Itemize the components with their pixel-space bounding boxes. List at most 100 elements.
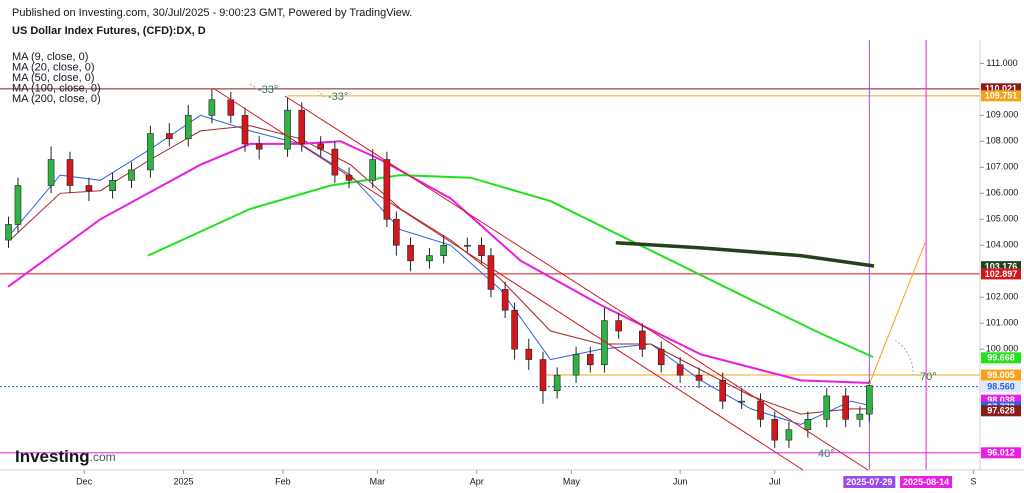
candle-body	[539, 359, 547, 392]
price-tag	[981, 352, 1021, 364]
candle-body	[738, 400, 745, 403]
candle-body	[771, 419, 779, 441]
candle-body	[586, 354, 594, 366]
angle-label: -33°	[258, 84, 278, 96]
candle-body	[147, 133, 154, 171]
candle-body	[426, 255, 433, 262]
price-tag-label: 110.021	[985, 84, 1017, 94]
angle-label: 40°	[818, 448, 835, 460]
candle-body	[572, 354, 580, 376]
candle-body	[407, 244, 414, 262]
candle-body	[866, 385, 873, 415]
candle-body	[184, 115, 192, 140]
y-tick-label: 101.000	[986, 318, 1019, 328]
x-tick-label: Mar	[370, 476, 386, 486]
candle-body	[66, 159, 74, 186]
candle-body	[393, 218, 400, 246]
angle-label: 70°	[920, 371, 937, 383]
y-tick-label: 108.000	[986, 136, 1019, 146]
legend-entry: MA (100, close, 0)	[12, 82, 101, 94]
legend-entry: MA (20, close, 0)	[12, 61, 95, 73]
price-tag	[981, 394, 1021, 406]
legend: MA (9, close, 0)MA (20, close, 0)MA (50,…	[12, 51, 101, 105]
angle-arc	[894, 339, 914, 376]
candle-body	[284, 109, 291, 150]
candle-body	[525, 348, 533, 360]
candle-body	[553, 374, 561, 392]
candle-body	[14, 185, 22, 225]
candle-body	[208, 99, 216, 116]
price-tag-label: 96.012	[987, 448, 1015, 458]
candle-body	[85, 185, 93, 191]
y-tick-label: 111.000	[986, 58, 1017, 68]
legend-entry: MA (50, close, 0)	[12, 72, 95, 84]
candle-body	[615, 320, 622, 332]
candle-body	[487, 255, 495, 290]
candle-body	[463, 244, 471, 247]
channel-line	[212, 87, 804, 471]
date-marker-tag	[900, 476, 953, 488]
price-tag-label: 98.560	[987, 381, 1015, 391]
candle-body	[241, 115, 249, 145]
price-tag	[981, 447, 1021, 459]
y-tick-label: 100.000	[986, 344, 1019, 354]
x-tick-label: Jul	[769, 476, 781, 486]
price-tag-label: 98.038	[987, 395, 1015, 405]
candle-body	[856, 413, 864, 420]
angle-arc	[249, 83, 259, 91]
angle-arc	[317, 90, 326, 98]
candle-body	[383, 159, 391, 220]
candle-body	[166, 133, 173, 140]
candle-body	[5, 224, 12, 241]
ma-line	[7, 140, 871, 384]
ma-line	[147, 174, 874, 358]
date-marker-label: 2025-08-14	[903, 477, 949, 487]
price-tag-label: 99.005	[987, 370, 1015, 380]
price-tag	[981, 90, 1021, 102]
ma-line	[615, 240, 875, 268]
projection-line	[868, 242, 926, 386]
angle-label: -33°	[328, 91, 348, 103]
candle-body	[695, 374, 703, 381]
candle-body	[331, 148, 339, 176]
price-tag	[981, 381, 1021, 393]
candle-body	[638, 330, 646, 350]
legend-entry: MA (9, close, 0)	[12, 51, 88, 63]
date-marker-label: 2025-07-29	[846, 477, 892, 487]
price-tag-label: 102.897	[985, 269, 1018, 279]
x-tick-label: 2025	[173, 476, 193, 486]
candle-body	[785, 429, 793, 441]
y-tick-label: 105.000	[986, 214, 1019, 224]
candle-body	[109, 180, 116, 191]
x-tick-label: Feb	[275, 476, 291, 486]
date-marker-tag	[843, 476, 896, 488]
price-tag	[981, 261, 1021, 273]
candle-body	[227, 99, 235, 116]
candle-body	[823, 395, 831, 420]
candle-body	[719, 380, 727, 402]
x-tick-label: May	[563, 476, 581, 486]
price-tag-label: 99.668	[987, 353, 1015, 363]
candle-body	[657, 348, 665, 366]
candle-body	[47, 159, 55, 186]
price-tag	[981, 405, 1021, 417]
price-tag-label: 103.176	[985, 262, 1018, 272]
legend-entry: MA (200, close, 0)	[12, 93, 101, 105]
logo-main: Investing	[15, 447, 90, 466]
price-tag-label: 109.751	[985, 91, 1018, 101]
candle-body	[255, 143, 263, 150]
x-tick-label: Jun	[673, 476, 688, 486]
candle-body	[369, 159, 377, 181]
candle-body	[676, 364, 684, 376]
x-tick-label: Apr	[470, 476, 484, 486]
candle-body	[842, 395, 849, 420]
candle-body	[511, 309, 518, 350]
y-tick-label: 102.000	[986, 292, 1019, 302]
candle-body	[804, 419, 812, 431]
chart-title: US Dollar Index Futures, (CFD):DX, D	[12, 25, 206, 37]
price-tag	[981, 268, 1021, 280]
logo-suffix: .com	[90, 450, 116, 464]
candle-body	[298, 109, 306, 145]
